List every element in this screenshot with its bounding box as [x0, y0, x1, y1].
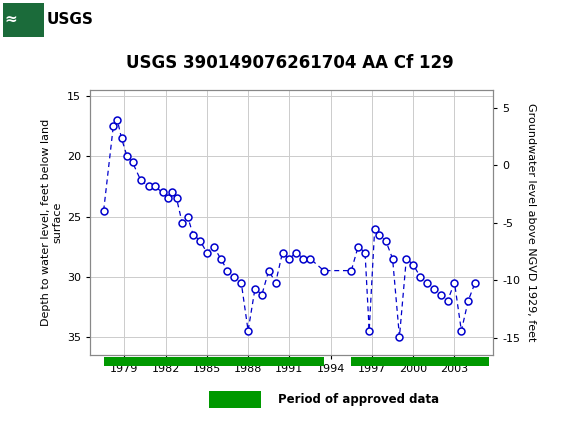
Bar — [209, 391, 261, 408]
Bar — [351, 357, 489, 366]
Bar — [104, 357, 324, 366]
Bar — [3, 3, 43, 37]
Y-axis label: Groundwater level above NGVD 1929, feet: Groundwater level above NGVD 1929, feet — [525, 103, 535, 342]
Y-axis label: Depth to water level, feet below land
surface: Depth to water level, feet below land su… — [41, 119, 63, 326]
Text: Period of approved data: Period of approved data — [278, 393, 440, 406]
Text: USGS 390149076261704 AA Cf 129: USGS 390149076261704 AA Cf 129 — [126, 54, 454, 72]
Text: USGS: USGS — [46, 12, 93, 27]
Bar — [3, 3, 96, 37]
Text: ≈: ≈ — [5, 12, 17, 27]
